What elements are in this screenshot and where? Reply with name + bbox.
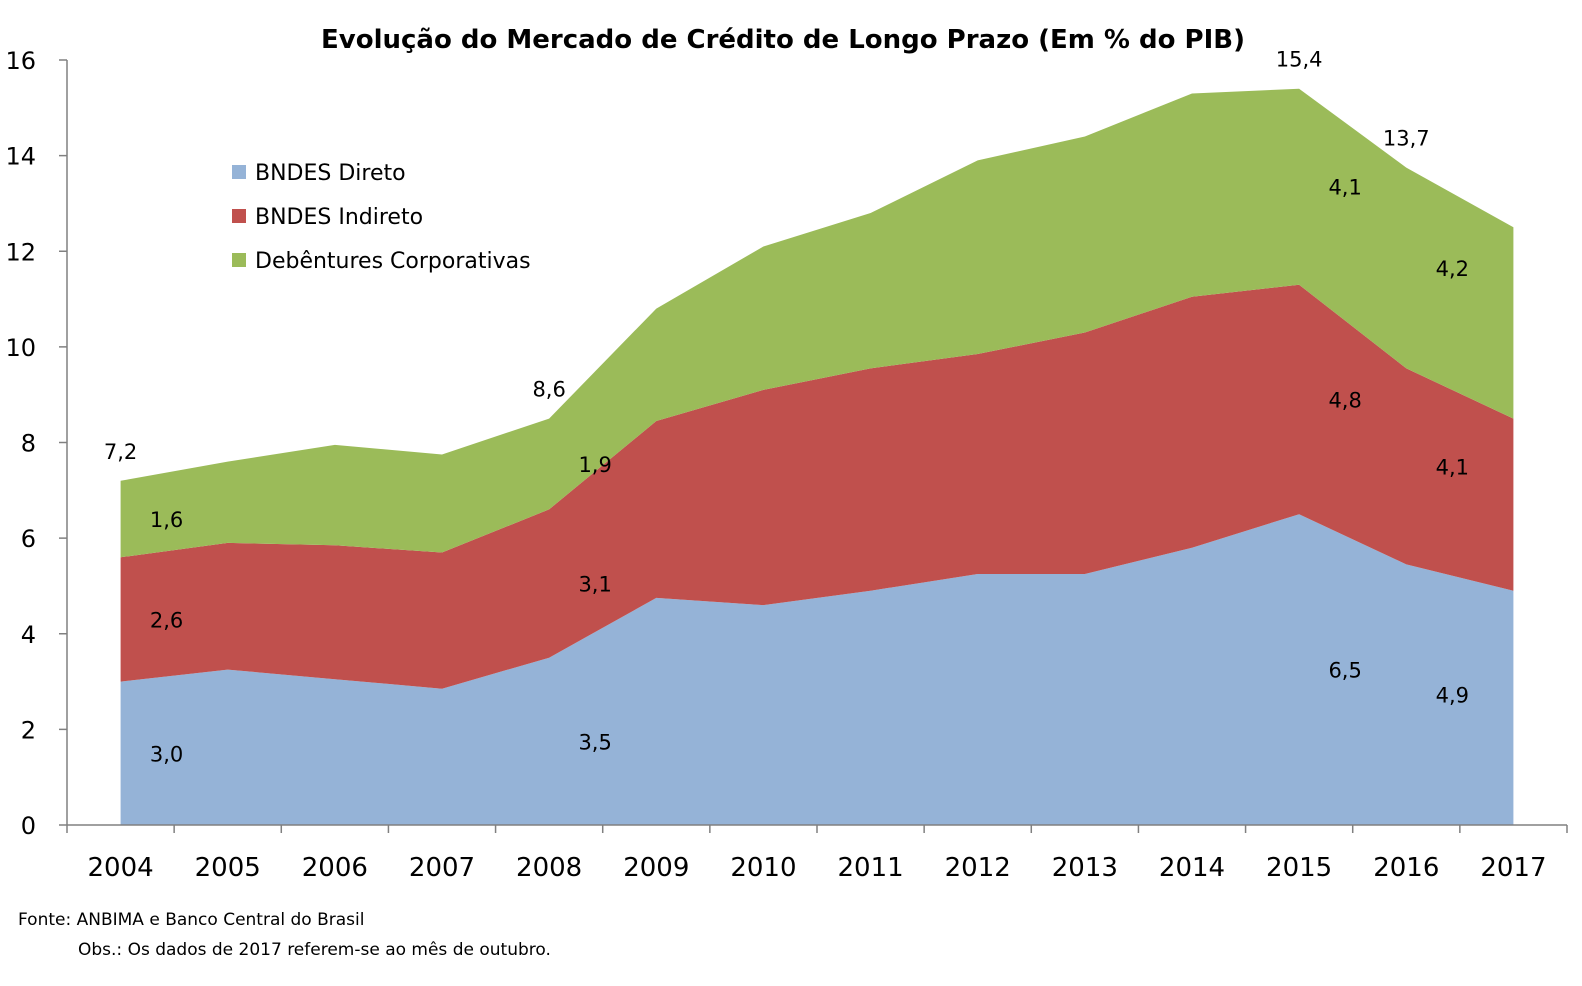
- data-labels: 3,0 3,5 6,5 4,9 2,6 3,1 4,8 4,1 1,6 1,9 4,1 4,2 7,2 8…: [104, 48, 1469, 767]
- legend-swatch: [232, 253, 246, 267]
- y-tick-label: 14: [5, 143, 36, 171]
- x-tick-label: 2017: [1480, 853, 1546, 883]
- y-tick-label: 2: [21, 716, 36, 744]
- data-label: 3,5: [578, 730, 611, 754]
- x-tick-label: 2012: [945, 853, 1011, 883]
- area-bndes-indireto: [120, 284, 1514, 689]
- legend-swatch: [232, 209, 246, 223]
- x-tick-label: 2005: [195, 853, 261, 883]
- legend: BNDES Direto BNDES Indireto Debêntures Cor…: [232, 161, 531, 274]
- x-tick-label: 2010: [730, 853, 796, 883]
- y-tick-label: 12: [5, 238, 36, 266]
- total-label: 7,2: [104, 440, 137, 464]
- axes: 0 2 4 6 8 10 12 14 16 2004 2005 2006 2007 2008 2009 201…: [5, 47, 1568, 883]
- y-tick-label: 4: [21, 621, 36, 649]
- legend-swatch: [232, 165, 246, 179]
- total-label: 13,7: [1383, 127, 1430, 151]
- data-label: 4,1: [1436, 455, 1469, 479]
- y-tick-label: 6: [21, 525, 36, 553]
- x-tick-label: 2013: [1052, 853, 1118, 883]
- y-tick-label: 16: [5, 47, 36, 75]
- observation-note: Obs.: Os dados de 2017 referem-se ao mês…: [78, 940, 551, 960]
- data-label: 2,6: [150, 608, 183, 632]
- legend-label: Debêntures Corporativas: [255, 249, 531, 274]
- y-tick-label: 10: [5, 334, 36, 362]
- legend-label: BNDES Indireto: [255, 205, 423, 230]
- area-bndes-direto: [120, 514, 1514, 825]
- data-label: 4,1: [1328, 176, 1361, 200]
- data-label: 4,2: [1436, 257, 1469, 281]
- area-debentures-corporativas: [120, 88, 1514, 558]
- data-label: 3,0: [150, 742, 183, 766]
- y-tick-label: 0: [21, 812, 36, 840]
- x-tick-label: 2009: [623, 853, 689, 883]
- total-label: 8,6: [532, 378, 565, 402]
- data-label: 4,9: [1436, 684, 1469, 708]
- x-tick-label: 2015: [1266, 853, 1332, 883]
- data-label: 1,9: [578, 453, 611, 477]
- x-tick-label: 2006: [302, 853, 368, 883]
- x-tick-label: 2008: [516, 853, 582, 883]
- x-tick-label: 2007: [409, 853, 475, 883]
- x-tick-label: 2011: [837, 853, 903, 883]
- data-label: 3,1: [578, 573, 611, 597]
- data-label: 4,8: [1328, 388, 1361, 412]
- chart-title: Evolução do Mercado de Crédito de Longo …: [321, 25, 1245, 55]
- legend-label: BNDES Direto: [255, 161, 406, 186]
- y-tick-label: 8: [21, 430, 36, 458]
- source-note: Fonte: ANBIMA e Banco Central do Brasil: [18, 910, 365, 930]
- x-tick-label: 2004: [87, 853, 153, 883]
- x-tick-label: 2014: [1159, 853, 1225, 883]
- data-label: 6,5: [1328, 659, 1361, 683]
- plot-areas: [120, 88, 1514, 825]
- total-label: 15,4: [1276, 48, 1323, 72]
- data-label: 1,6: [150, 508, 183, 532]
- x-tick-label: 2016: [1373, 853, 1439, 883]
